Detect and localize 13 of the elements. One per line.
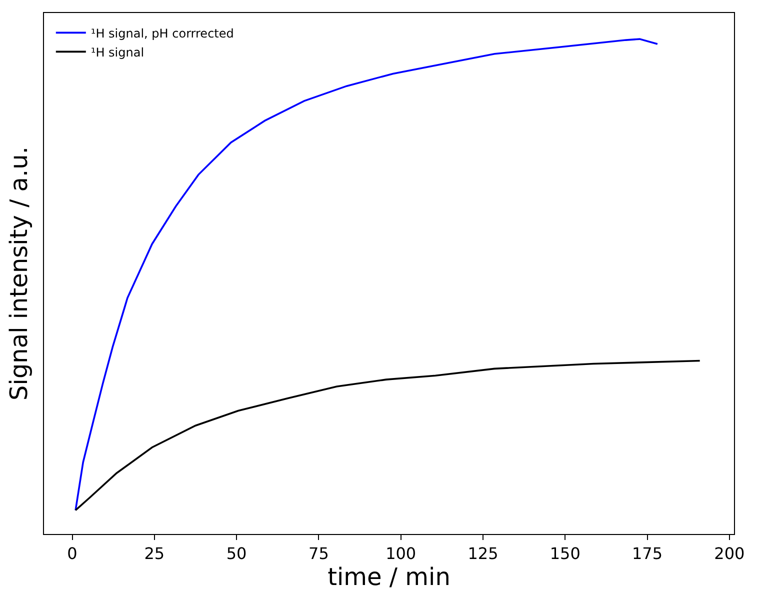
x-tick-label: 200 (714, 544, 745, 564)
x-tick-label: 50 (226, 544, 247, 564)
legend-label: ¹H signal (90, 45, 144, 60)
x-tick-label: 75 (308, 544, 329, 564)
x-tick-label: 150 (550, 544, 580, 564)
y-axis-title: Signal intensity / a.u. (5, 146, 34, 400)
legend-label: ¹H signal, pH corrrected (90, 26, 234, 40)
x-tick-label: 25 (144, 544, 165, 564)
x-axis-title: time / min (328, 563, 450, 592)
x-tick-label: 175 (632, 544, 663, 564)
x-tick-label: 100 (386, 544, 416, 564)
x-tick-label: 125 (468, 544, 498, 564)
x-tick-label: 0 (67, 544, 78, 564)
